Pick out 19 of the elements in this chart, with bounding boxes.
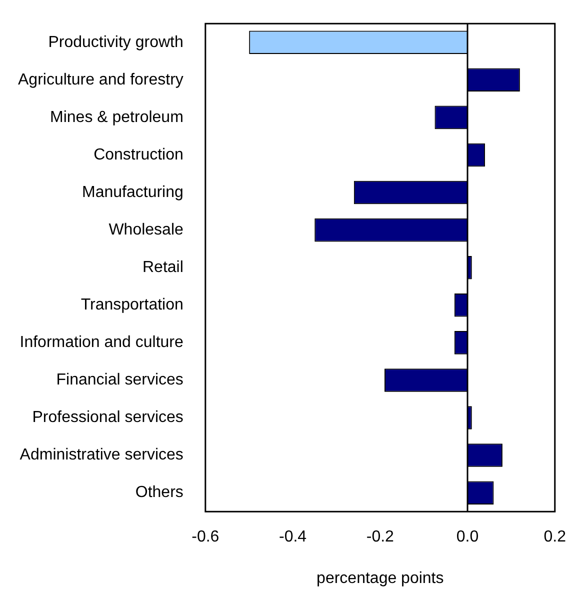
x-tick-label: -0.4 [278,528,307,546]
x-tick-label: -0.6 [192,528,220,546]
y-tick-label: Productivity growth [48,34,184,51]
y-tick-label: Construction [94,146,184,164]
y-tick-label: Mines & petroleum [50,108,184,126]
x-tick-label: -0.2 [366,528,394,546]
x-tick-label: 0.2 [544,528,566,546]
y-tick-label: Professional services [32,409,184,426]
y-tick-label: Transportation [80,296,184,314]
y-tick-label: Agriculture and forestry [18,71,184,88]
y-tick-label: Others [135,484,184,502]
y-tick-label: Information and culture [20,334,184,352]
y-tick-label: Manufacturing [82,184,184,201]
y-tick-label: Financial services [56,372,184,389]
y-tick-label: Wholesale [108,221,184,238]
x-tick-label: 0.0 [456,528,479,546]
y-tick-label: Administrative services [20,446,184,464]
x-axis-title: percentage points [316,570,444,587]
y-tick-label: Retail [142,259,184,276]
